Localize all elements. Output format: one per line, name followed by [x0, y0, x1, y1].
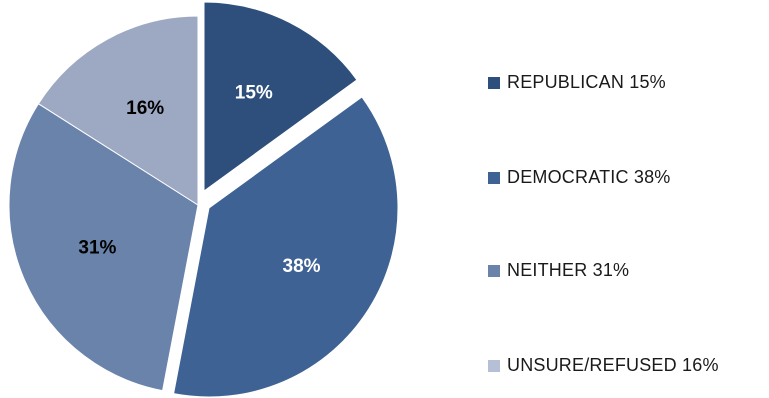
- pie-slice-republican: [203, 1, 358, 192]
- pie-slice-democratic: [173, 96, 399, 398]
- legend-label-democratic: DEMOCRATIC 38%: [507, 167, 671, 187]
- legend-item-democratic: DEMOCRATIC 38%: [488, 167, 671, 188]
- legend-swatch-unsure-refused: [488, 359, 500, 372]
- legend-swatch-neither: [488, 264, 500, 277]
- legend-item-unsure-refused: UNSURE/REFUSED 16%: [488, 355, 719, 376]
- legend-item-neither: NEITHER 31%: [488, 260, 629, 281]
- pie-slice-unsure-refused: [37, 15, 199, 206]
- pie-chart: 15% 38% 31% 16%: [8, 1, 399, 398]
- legend-label-republican: REPUBLICAN 15%: [507, 72, 666, 92]
- legend-swatch-democratic: [488, 171, 500, 184]
- slice-label-republican: 15%: [235, 82, 273, 103]
- chart-legend: REPUBLICAN 15% DEMOCRATIC 38% NEITHER 31…: [488, 0, 769, 398]
- legend-swatch-republican: [488, 76, 500, 89]
- slice-label-democratic: 38%: [283, 256, 321, 277]
- slice-label-neither: 31%: [78, 238, 116, 259]
- slice-label-unsure-refused: 16%: [126, 98, 164, 119]
- legend-label-neither: NEITHER 31%: [507, 260, 630, 280]
- legend-label-unsure-refused: UNSURE/REFUSED 16%: [507, 355, 719, 375]
- legend-item-republican: REPUBLICAN 15%: [488, 72, 666, 93]
